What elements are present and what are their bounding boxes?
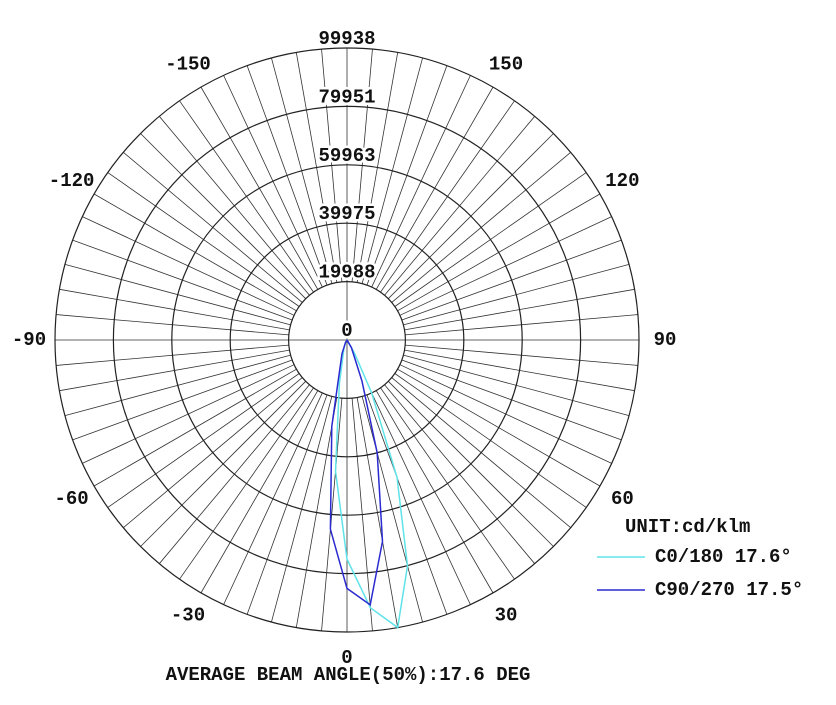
- legend-label: C90/270 17.5°: [655, 579, 803, 601]
- ring: [112, 105, 582, 575]
- theta-tick-label: -120: [49, 170, 95, 192]
- theta-tick-label: -150: [165, 54, 211, 76]
- labels: 0 19988 39975 59963 79951 99938 -150 -120 -90 -60…: [12, 26, 803, 670]
- theta-tick-label: 90: [654, 329, 677, 351]
- theta-tick-label: -30: [171, 604, 205, 626]
- ring: [171, 164, 523, 516]
- legend-label: C0/180 17.6°: [655, 546, 792, 568]
- r-tick-label: 79951: [318, 86, 375, 108]
- r-tick-label: 59963: [318, 145, 375, 167]
- ring: [287, 280, 407, 400]
- theta-tick-label: -60: [54, 488, 88, 510]
- r-tick-label: 0: [341, 320, 352, 342]
- r-tick-label: 99938: [318, 28, 375, 50]
- theta-tick-label: 120: [605, 170, 639, 192]
- theta-tick-label: 60: [611, 488, 634, 510]
- unit-label: UNIT:cd/klm: [625, 516, 750, 538]
- theta-tick-label: 0: [341, 647, 352, 669]
- ring: [54, 47, 640, 633]
- r-tick-label: 19988: [318, 262, 375, 284]
- theta-tick-label: -90: [12, 329, 46, 351]
- r-tick-label: 39975: [318, 203, 375, 225]
- marks: [329, 339, 409, 629]
- ring: [229, 222, 465, 458]
- grid: [54, 47, 640, 633]
- theta-tick-label: 30: [495, 604, 518, 626]
- caption: AVERAGE BEAM ANGLE(50%):17.6 DEG: [166, 664, 531, 686]
- curve: [329, 339, 384, 607]
- theta-tick-label: 150: [489, 54, 523, 76]
